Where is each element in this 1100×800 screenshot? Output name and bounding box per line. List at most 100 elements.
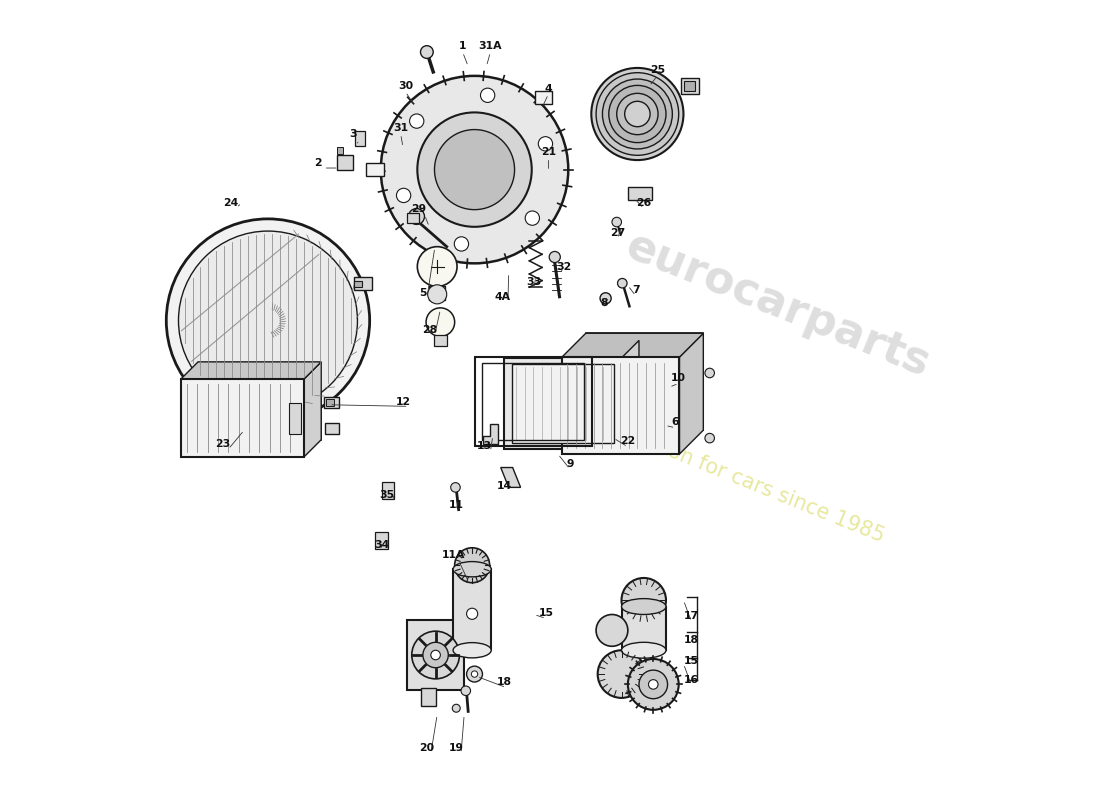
- FancyBboxPatch shape: [382, 482, 394, 499]
- FancyBboxPatch shape: [535, 91, 552, 104]
- FancyBboxPatch shape: [504, 358, 621, 450]
- FancyBboxPatch shape: [366, 163, 384, 176]
- FancyBboxPatch shape: [326, 399, 334, 406]
- Polygon shape: [500, 467, 520, 487]
- Circle shape: [639, 670, 668, 698]
- Circle shape: [420, 46, 433, 58]
- FancyBboxPatch shape: [621, 606, 665, 650]
- Circle shape: [628, 659, 679, 710]
- FancyBboxPatch shape: [407, 620, 464, 690]
- Polygon shape: [180, 362, 321, 379]
- Text: 4: 4: [544, 83, 552, 94]
- FancyBboxPatch shape: [429, 286, 446, 300]
- Text: 4A: 4A: [494, 292, 510, 302]
- Circle shape: [381, 76, 569, 263]
- FancyBboxPatch shape: [407, 214, 419, 223]
- Text: 24: 24: [223, 198, 239, 208]
- Text: 32: 32: [557, 262, 572, 271]
- Text: 30: 30: [398, 81, 412, 91]
- Text: 22: 22: [620, 436, 636, 446]
- Text: 25: 25: [650, 66, 664, 75]
- Polygon shape: [198, 362, 321, 440]
- FancyBboxPatch shape: [453, 570, 492, 650]
- Circle shape: [461, 686, 471, 695]
- Text: 35: 35: [379, 490, 395, 500]
- FancyBboxPatch shape: [355, 131, 365, 146]
- Polygon shape: [680, 334, 703, 454]
- Circle shape: [166, 219, 370, 422]
- Text: 29: 29: [411, 204, 427, 214]
- Circle shape: [431, 650, 440, 660]
- Circle shape: [481, 88, 495, 102]
- Text: 33: 33: [527, 278, 541, 287]
- FancyBboxPatch shape: [434, 335, 447, 346]
- Text: 14: 14: [496, 481, 512, 490]
- Text: 18: 18: [496, 677, 512, 687]
- Text: 5: 5: [419, 288, 427, 298]
- Text: 19: 19: [449, 743, 464, 753]
- Polygon shape: [585, 334, 703, 430]
- Circle shape: [649, 680, 658, 689]
- Circle shape: [549, 251, 560, 262]
- Circle shape: [178, 231, 358, 410]
- FancyBboxPatch shape: [512, 364, 614, 443]
- FancyBboxPatch shape: [289, 402, 301, 434]
- Polygon shape: [621, 341, 639, 450]
- Text: 31: 31: [393, 123, 408, 134]
- Text: 17: 17: [684, 611, 699, 621]
- Circle shape: [596, 73, 679, 155]
- Polygon shape: [304, 362, 321, 457]
- Circle shape: [596, 614, 628, 646]
- Circle shape: [409, 114, 424, 128]
- Text: 10: 10: [671, 373, 686, 382]
- Circle shape: [612, 218, 621, 227]
- Circle shape: [525, 211, 539, 226]
- Circle shape: [625, 102, 650, 126]
- Circle shape: [538, 137, 552, 151]
- Text: 13: 13: [477, 441, 493, 451]
- Ellipse shape: [453, 642, 492, 658]
- FancyBboxPatch shape: [354, 281, 362, 287]
- Circle shape: [621, 578, 665, 622]
- Circle shape: [705, 368, 715, 378]
- Circle shape: [617, 94, 658, 134]
- FancyBboxPatch shape: [375, 532, 388, 550]
- FancyBboxPatch shape: [684, 82, 695, 91]
- Ellipse shape: [621, 642, 665, 658]
- Circle shape: [705, 434, 715, 443]
- Text: eurocarparts: eurocarparts: [619, 224, 936, 386]
- FancyBboxPatch shape: [180, 379, 304, 457]
- Circle shape: [451, 482, 460, 492]
- Text: 15: 15: [539, 608, 553, 618]
- FancyBboxPatch shape: [326, 422, 340, 434]
- Circle shape: [454, 237, 469, 251]
- FancyBboxPatch shape: [421, 688, 436, 706]
- Circle shape: [422, 642, 449, 668]
- Text: 18: 18: [684, 635, 699, 645]
- Ellipse shape: [621, 598, 665, 614]
- Circle shape: [601, 293, 612, 304]
- FancyBboxPatch shape: [681, 78, 698, 94]
- Circle shape: [454, 548, 490, 582]
- Circle shape: [411, 631, 460, 679]
- Text: 11: 11: [449, 500, 464, 510]
- Polygon shape: [562, 334, 703, 357]
- Text: 15: 15: [684, 655, 699, 666]
- Circle shape: [417, 113, 531, 227]
- Circle shape: [608, 86, 666, 142]
- FancyBboxPatch shape: [337, 155, 353, 170]
- Text: 34: 34: [374, 539, 389, 550]
- FancyBboxPatch shape: [354, 278, 372, 290]
- Text: 27: 27: [609, 228, 625, 238]
- Text: 28: 28: [421, 325, 437, 335]
- Text: 2: 2: [315, 158, 322, 168]
- Circle shape: [471, 671, 477, 678]
- Text: 8: 8: [601, 298, 608, 308]
- Text: 9: 9: [566, 458, 573, 469]
- FancyBboxPatch shape: [628, 187, 651, 200]
- Circle shape: [428, 285, 447, 304]
- Text: 21: 21: [541, 147, 556, 157]
- Text: a passion for cars since 1985: a passion for cars since 1985: [597, 413, 888, 546]
- Circle shape: [426, 308, 454, 337]
- Circle shape: [452, 704, 460, 712]
